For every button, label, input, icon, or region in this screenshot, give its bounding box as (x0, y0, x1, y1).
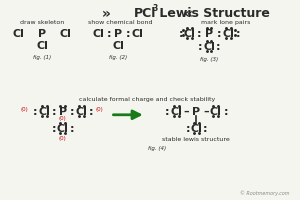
Text: Cl: Cl (57, 124, 69, 134)
Text: :: : (198, 42, 202, 52)
Text: draw skeleton: draw skeleton (20, 20, 64, 25)
Text: fig. (1): fig. (1) (33, 55, 51, 60)
Text: :: : (52, 124, 56, 134)
Text: PCl: PCl (134, 7, 156, 20)
Text: Cl: Cl (210, 107, 222, 117)
Text: Cl: Cl (75, 107, 87, 117)
Text: –: – (203, 107, 209, 117)
Text: Cl: Cl (13, 29, 25, 39)
Text: Cl: Cl (203, 42, 215, 52)
Text: Cl: Cl (36, 41, 48, 51)
Text: :: : (185, 124, 190, 134)
Text: Cl: Cl (171, 107, 183, 117)
Text: 3: 3 (152, 4, 158, 13)
Text: :: : (106, 29, 111, 39)
Text: :: : (217, 29, 221, 39)
Text: Cl: Cl (184, 29, 195, 39)
Text: »: » (102, 7, 111, 21)
Text: mark lone pairs: mark lone pairs (201, 20, 250, 25)
Text: Cl: Cl (190, 124, 202, 134)
Text: P: P (114, 29, 122, 39)
Text: Cl: Cl (132, 29, 144, 39)
Text: Cl: Cl (93, 29, 105, 39)
Text: :: : (165, 107, 169, 117)
Text: P: P (59, 107, 67, 117)
Text: stable lewis structure: stable lewis structure (162, 137, 230, 142)
Text: :: : (89, 107, 93, 117)
Text: Cl: Cl (60, 29, 72, 39)
Text: :: : (32, 107, 37, 117)
Text: Cl: Cl (112, 41, 124, 51)
Text: (0): (0) (21, 107, 29, 112)
Text: (0): (0) (59, 136, 67, 141)
Text: fig. (4): fig. (4) (148, 146, 166, 151)
Text: P: P (38, 29, 46, 39)
Text: (0): (0) (59, 116, 67, 121)
Text: :: : (52, 107, 56, 117)
Text: (0): (0) (96, 107, 104, 112)
Text: P: P (192, 107, 200, 117)
Text: Lewis Structure: Lewis Structure (155, 7, 270, 20)
Text: :: : (203, 124, 207, 134)
Text: P: P (205, 29, 213, 39)
Text: fig. (3): fig. (3) (200, 57, 218, 62)
Text: :: : (197, 29, 202, 39)
Text: :: : (236, 29, 241, 39)
Text: «: « (184, 7, 193, 21)
Text: © Rootmemory.com: © Rootmemory.com (240, 190, 290, 196)
Text: fig. (2): fig. (2) (109, 55, 128, 60)
Text: :: : (215, 42, 220, 52)
Text: Cl: Cl (38, 107, 50, 117)
Text: :: : (223, 107, 228, 117)
Text: calculate formal charge and check stability: calculate formal charge and check stabil… (80, 97, 216, 102)
Text: :: : (178, 29, 183, 39)
Text: :: : (126, 29, 130, 39)
Text: :: : (69, 124, 74, 134)
Text: :: : (69, 107, 74, 117)
Text: show chemical bond: show chemical bond (88, 20, 152, 25)
Text: Cl: Cl (223, 29, 234, 39)
Text: –: – (184, 107, 189, 117)
